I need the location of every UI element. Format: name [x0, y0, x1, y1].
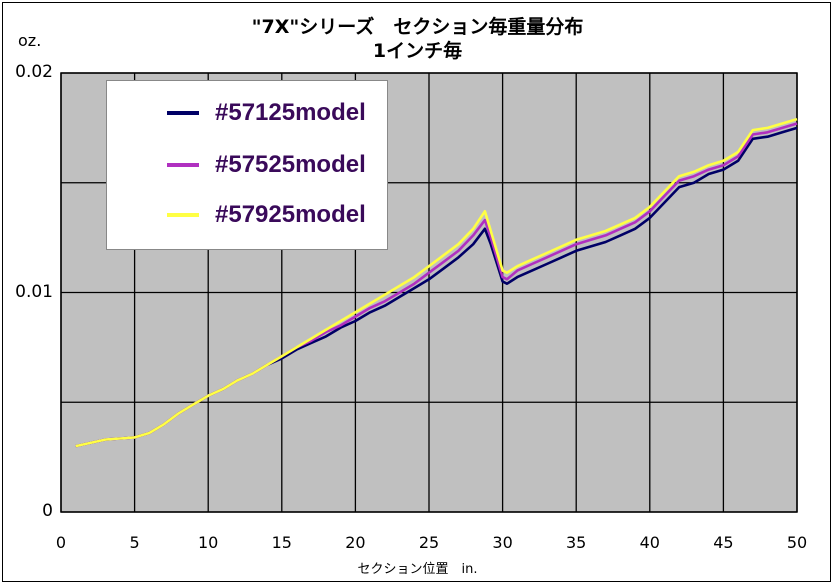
legend-item: #57925model	[107, 195, 387, 235]
x-tick-label: 15	[271, 533, 292, 552]
x-tick-label: 45	[713, 533, 734, 552]
series-line-57925model	[75, 117, 798, 448]
legend-label-57525: #57525model	[215, 151, 366, 178]
x-tick-label: 20	[345, 533, 366, 552]
legend-swatch-57125	[167, 111, 199, 115]
legend: #57125model #57525model #57925model	[106, 80, 388, 250]
legend-swatch-57525	[167, 163, 199, 167]
x-tick-label: 40	[639, 533, 660, 552]
plot-border	[60, 72, 798, 513]
chart-title: "7X"シリーズ セクション毎重量分布	[251, 16, 584, 38]
x-tick-label: 30	[492, 533, 513, 552]
x-tick-label: 5	[129, 533, 140, 552]
legend-item: #57525model	[107, 145, 387, 185]
x-tick-label: 25	[418, 533, 440, 552]
x-tick-label: 50	[786, 533, 808, 552]
chart-subtitle: 1インチ毎	[372, 40, 463, 62]
y-tick-label: 0	[42, 501, 53, 521]
legend-label-57125: #57125model	[215, 99, 366, 126]
x-tick-label: 0	[55, 533, 67, 552]
legend-label-57925: #57925model	[215, 201, 366, 228]
x-tick-label: 10	[198, 533, 219, 552]
y-tick-label: 0.01	[15, 281, 53, 302]
y-axis-unit-label: oz.	[18, 31, 42, 50]
x-tick-label: 35	[566, 533, 587, 552]
legend-item: #57125model	[107, 93, 387, 133]
x-axis-label: セクション位置 in.	[357, 562, 478, 577]
y-tick-label: 0.02	[15, 62, 53, 82]
legend-swatch-57925	[167, 213, 199, 217]
